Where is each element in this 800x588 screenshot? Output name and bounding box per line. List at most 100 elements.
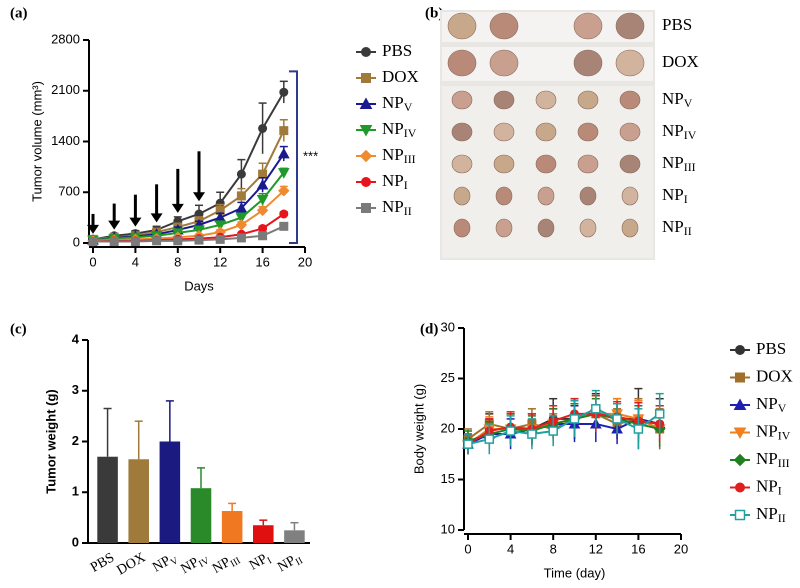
series-line [467,412,660,443]
marker [569,414,580,424]
marker [612,414,622,424]
photo [440,10,655,260]
legend-label: NPIII [756,449,790,470]
photo-label: NPV [662,89,693,110]
panel-label: (b) [425,5,443,21]
tumor [579,218,597,238]
legend-marker [361,47,371,57]
tumor [619,122,641,142]
marker [484,434,495,444]
legend-label: NPV [756,394,787,415]
bar [128,459,149,543]
series-line [467,412,660,446]
arrow-head [108,220,121,230]
panel-label: (d) [420,321,438,337]
x-axis-title: Time (day) [544,565,606,580]
series-line [92,91,285,241]
legend-label: PBS [382,41,412,60]
series-line [467,407,661,446]
x-tick-label: 8 [174,254,181,269]
arrow-head [193,192,205,202]
y-tick-label: 1400 [51,133,80,148]
marker [279,221,289,231]
marker [109,237,119,247]
y-axis-title: Tumor volume (mm³) [29,81,44,202]
tumor [447,12,477,40]
marker [258,123,268,133]
x-tick-label: 4 [507,541,514,556]
y-axis-title: Body weight (g) [411,384,426,474]
tumor [451,154,473,174]
tumor [493,90,515,110]
y-tick-label: 10 [441,521,455,536]
tumor [621,218,639,238]
y-tick-label: 0 [73,234,80,249]
x-tick-label: 16 [631,541,645,556]
tumor [535,154,557,174]
legend-marker [735,345,745,355]
tumor [573,49,603,77]
x-tick-label: 20 [298,254,312,269]
tumor [451,90,473,110]
marker [152,236,162,246]
legend-marker [735,372,745,383]
legend-label: NPII [382,197,412,218]
legend-marker [733,427,747,440]
marker [256,178,269,190]
x-tick-label: NPIII [210,550,243,579]
tumor [615,49,645,77]
y-tick-label: 4 [72,331,80,346]
tumor [619,154,641,174]
marker [505,426,516,436]
marker [633,424,644,434]
x-tick-label: 4 [132,254,139,269]
marker [279,126,289,136]
legend-marker [359,125,373,137]
tumor [447,49,477,77]
legend-label: PBS [756,339,786,358]
tumor [577,122,599,142]
marker [279,209,289,219]
panel-label: (a) [10,5,28,21]
tumor [621,186,639,206]
legend-label: NPIV [756,421,791,442]
y-tick-label: 1 [72,484,79,499]
y-tick-label: 2800 [51,31,80,46]
legend-marker [361,203,371,213]
x-tick-label: 0 [464,541,471,556]
bar [253,525,274,543]
marker [548,426,558,436]
marker [236,191,246,201]
x-tick-label: 20 [674,541,688,556]
marker [236,169,246,179]
arrow-head [87,224,99,234]
tumor [451,122,473,142]
bar [97,456,118,543]
tumor [489,12,519,40]
legend-label: NPII [756,504,786,525]
legend-marker [361,177,371,187]
y-tick-label: 3 [72,382,79,397]
legend-marker [359,149,373,163]
marker [654,409,665,419]
y-tick-label: 0 [72,534,79,549]
x-tick-label: 12 [589,541,603,556]
y-tick-label: 2 [72,433,79,448]
tumor [535,90,557,110]
arrow-head [150,213,163,223]
legend-label: NPI [756,476,782,497]
marker [88,237,98,247]
marker [235,202,248,213]
panel-label: (c) [10,321,27,337]
tumor [537,186,555,206]
series-line [93,225,285,243]
tumor [537,218,555,238]
arrow-head [171,203,184,213]
photo-label: PBS [662,15,692,34]
tumor [615,12,645,40]
legend-label: DOX [382,67,419,86]
significance-label: *** [303,149,318,164]
tumor [577,90,599,110]
photo-label: NPI [662,185,688,206]
